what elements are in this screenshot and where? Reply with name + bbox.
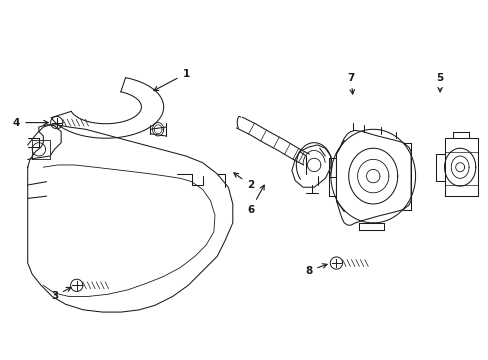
- Text: 5: 5: [436, 73, 443, 92]
- Text: 6: 6: [246, 185, 264, 215]
- Text: 1: 1: [154, 68, 189, 91]
- Text: 3: 3: [51, 287, 71, 301]
- Text: 2: 2: [233, 173, 254, 190]
- Text: 7: 7: [346, 73, 354, 94]
- Text: 4: 4: [13, 118, 48, 127]
- Text: 8: 8: [305, 264, 326, 276]
